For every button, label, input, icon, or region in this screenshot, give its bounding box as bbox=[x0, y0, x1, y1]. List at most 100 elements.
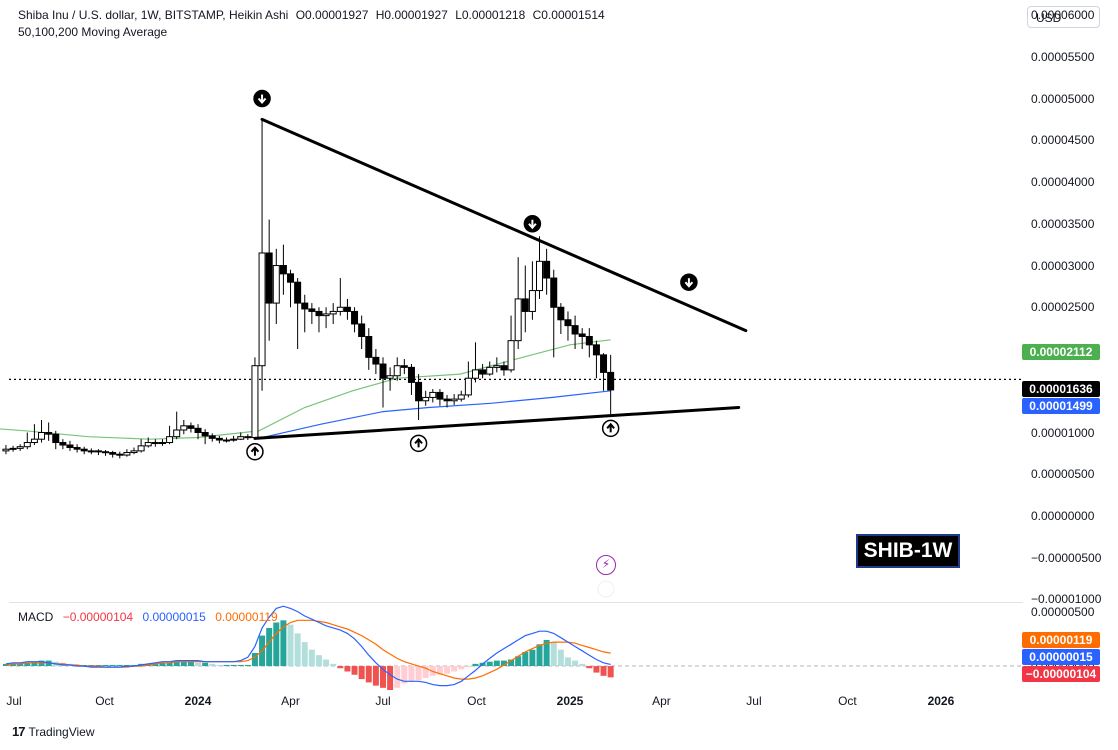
candle-body bbox=[137, 445, 145, 452]
candle-body bbox=[258, 252, 266, 367]
macd-histogram-bar bbox=[436, 666, 443, 675]
macd-histogram-bar bbox=[444, 666, 451, 674]
candle-body bbox=[87, 450, 95, 453]
macd-histogram-bar bbox=[109, 664, 116, 667]
candle-body bbox=[244, 436, 252, 439]
macd-line-value: 0.00000015 bbox=[142, 610, 206, 624]
price-tick-label: 0.00006000 bbox=[1031, 8, 1095, 23]
candle-body bbox=[102, 451, 110, 454]
candle-body bbox=[557, 306, 565, 321]
macd-histogram-bar bbox=[543, 639, 550, 667]
candle-body bbox=[187, 425, 195, 429]
trendline bbox=[260, 117, 748, 333]
candle-body bbox=[237, 436, 245, 440]
candle-body bbox=[436, 391, 444, 400]
macd-histogram-bar bbox=[209, 663, 216, 667]
candle-body bbox=[464, 377, 472, 396]
macd-histogram-bar bbox=[380, 666, 386, 688]
price-tick-label: 0.00004000 bbox=[1031, 175, 1095, 190]
candle-body bbox=[272, 265, 280, 304]
trendline bbox=[253, 405, 741, 440]
macd-histogram-bar bbox=[273, 622, 280, 667]
symbol-watermark: SHIB-1W bbox=[856, 534, 960, 568]
arrow-up-icon-head bbox=[414, 437, 423, 445]
macd-histogram-bar bbox=[323, 659, 330, 667]
candle-body bbox=[151, 442, 159, 445]
macd-histogram-bar bbox=[586, 666, 593, 669]
macd-histogram-bar bbox=[408, 666, 415, 682]
candle-body bbox=[2, 448, 10, 452]
candle-body bbox=[415, 381, 423, 402]
indicator-legend[interactable]: 50,100,200 Moving Average bbox=[18, 25, 168, 39]
ohlc-close: C0.00001514 bbox=[532, 8, 605, 22]
candle-body bbox=[201, 432, 209, 437]
marker-dot bbox=[597, 580, 615, 598]
macd-histogram-bar bbox=[593, 666, 600, 673]
candle-body bbox=[493, 365, 501, 368]
candle-body bbox=[80, 448, 88, 452]
symbol-title: Shiba Inu / U.S. dollar, 1W, BITSTAMP, H… bbox=[18, 8, 289, 22]
price-tick-label: 0.00002500 bbox=[1031, 300, 1095, 315]
moving-average-green bbox=[0, 339, 611, 440]
price-tick-label: 0.00000000 bbox=[1031, 509, 1095, 523]
candle-body bbox=[59, 442, 67, 446]
pane-separator[interactable] bbox=[9, 602, 1023, 603]
macd-histogram-bar bbox=[500, 660, 507, 667]
candle-body bbox=[536, 260, 544, 292]
macd-legend[interactable]: MACD −0.00000104 0.00000015 0.00000119 bbox=[18, 610, 284, 624]
candle-body bbox=[279, 265, 287, 275]
macd-hist-value: −0.00000104 bbox=[62, 610, 134, 624]
time-tick-label: Oct bbox=[95, 694, 114, 708]
candle-body bbox=[23, 442, 31, 448]
lightning-icon[interactable]: ⚡ bbox=[596, 555, 616, 575]
macd-line bbox=[5, 605, 611, 687]
candle-body bbox=[471, 369, 479, 379]
candle-body bbox=[386, 375, 394, 379]
macd-histogram-bar bbox=[116, 664, 123, 667]
candle-body bbox=[429, 391, 437, 398]
arrow-down-icon-head bbox=[684, 281, 694, 288]
candle-body bbox=[450, 398, 458, 402]
macd-histogram-bar bbox=[344, 666, 351, 672]
macd-histogram-bar bbox=[522, 651, 529, 667]
candle-body bbox=[507, 340, 515, 371]
macd-signal-line bbox=[5, 619, 611, 680]
macd-histogram-bar bbox=[401, 666, 408, 684]
candle-body bbox=[265, 252, 273, 304]
candle-body bbox=[158, 442, 166, 445]
macd-histogram-bar bbox=[387, 666, 394, 690]
candle-body bbox=[592, 344, 600, 356]
tradingview-logo[interactable]: 17 TradingView bbox=[12, 724, 95, 739]
macd-histogram-bar bbox=[564, 657, 571, 667]
macd-histogram-bar bbox=[166, 662, 173, 667]
candle-body bbox=[571, 325, 579, 335]
macd-histogram-bar bbox=[237, 664, 244, 667]
tradingview-logo-text: TradingView bbox=[28, 724, 95, 739]
arrow-down-icon-head bbox=[257, 97, 267, 105]
time-tick-label: Jul bbox=[375, 694, 391, 708]
macd-histogram-bar bbox=[451, 666, 458, 672]
candle-body bbox=[372, 356, 380, 365]
macd-histogram-bar bbox=[330, 663, 337, 667]
candle-body bbox=[94, 450, 102, 453]
candle-body bbox=[144, 442, 152, 447]
candle-body bbox=[329, 310, 337, 315]
candle-body bbox=[38, 432, 46, 440]
macd-histogram-bar bbox=[472, 663, 479, 667]
candle-body bbox=[528, 290, 536, 312]
macd-histogram-bar bbox=[351, 666, 358, 675]
candle-body bbox=[45, 432, 53, 435]
arrow-down-icon-head bbox=[528, 223, 537, 230]
candle-body bbox=[365, 335, 373, 358]
candle-body bbox=[294, 281, 302, 304]
currency-button[interactable]: USD bbox=[1027, 6, 1100, 28]
candle-body bbox=[578, 333, 586, 337]
ma-green-badge: 0.00002112 bbox=[1022, 344, 1100, 360]
candle-body bbox=[343, 306, 351, 312]
time-tick-label: Jul bbox=[746, 694, 762, 708]
candle-body bbox=[322, 313, 330, 317]
price-tick-label: 0.00005500 bbox=[1031, 49, 1095, 64]
time-tick-label: 2026 bbox=[927, 694, 955, 708]
time-tick-label: Apr bbox=[652, 694, 671, 708]
